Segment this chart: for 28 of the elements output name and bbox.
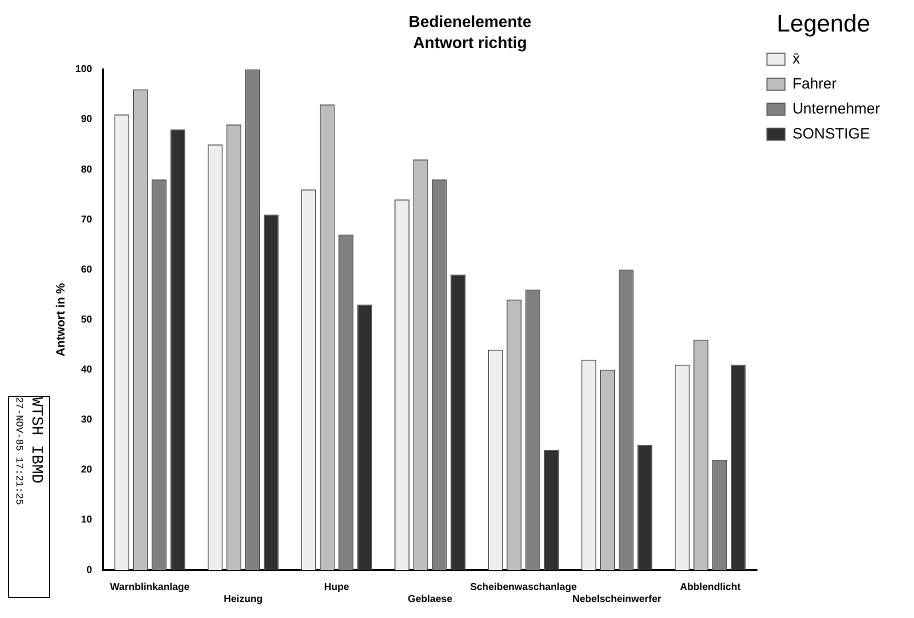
y-axis-title: Antwort in % xyxy=(54,282,68,356)
y-tick-label: 100 xyxy=(75,64,93,76)
x-tick-label: Hupe xyxy=(324,582,350,593)
y-tick-label: 70 xyxy=(80,214,93,226)
y-tick-label: 0 xyxy=(86,564,93,576)
x-tick-label: Geblaese xyxy=(408,594,453,605)
chart-title: Bedienelemente xyxy=(408,14,532,32)
legend-label: Unternehmer xyxy=(792,100,880,118)
x-tick-label: Scheibenwaschanlage xyxy=(470,582,578,593)
legend-title: Legende xyxy=(776,10,870,38)
x-tick-label: Heizung xyxy=(224,594,263,605)
y-tick-label: 10 xyxy=(80,514,93,526)
y-tick-label: 80 xyxy=(80,164,93,176)
legend-label: x̄ xyxy=(792,50,800,68)
x-tick-label: Nebelscheinwerfer xyxy=(572,594,662,605)
text: WTSH IBMD xyxy=(28,397,46,486)
x-tick-label: Warnblinkanlage xyxy=(110,582,190,593)
text: 27-NOV-85 17:21:25 xyxy=(12,397,24,508)
chart-subtitle: Antwort richtig xyxy=(413,35,527,52)
x-tick-label: Abblendlicht xyxy=(680,582,742,593)
y-tick-label: 60 xyxy=(80,264,93,276)
y-tick-label: 50 xyxy=(80,314,93,326)
y-tick-label: 20 xyxy=(80,464,93,476)
legend-label: SONSTIGE xyxy=(792,125,870,142)
y-tick-label: 90 xyxy=(80,114,93,126)
legend-label: Fahrer xyxy=(792,75,837,92)
y-tick-label: 40 xyxy=(80,364,93,376)
y-tick-label: 30 xyxy=(80,414,93,426)
